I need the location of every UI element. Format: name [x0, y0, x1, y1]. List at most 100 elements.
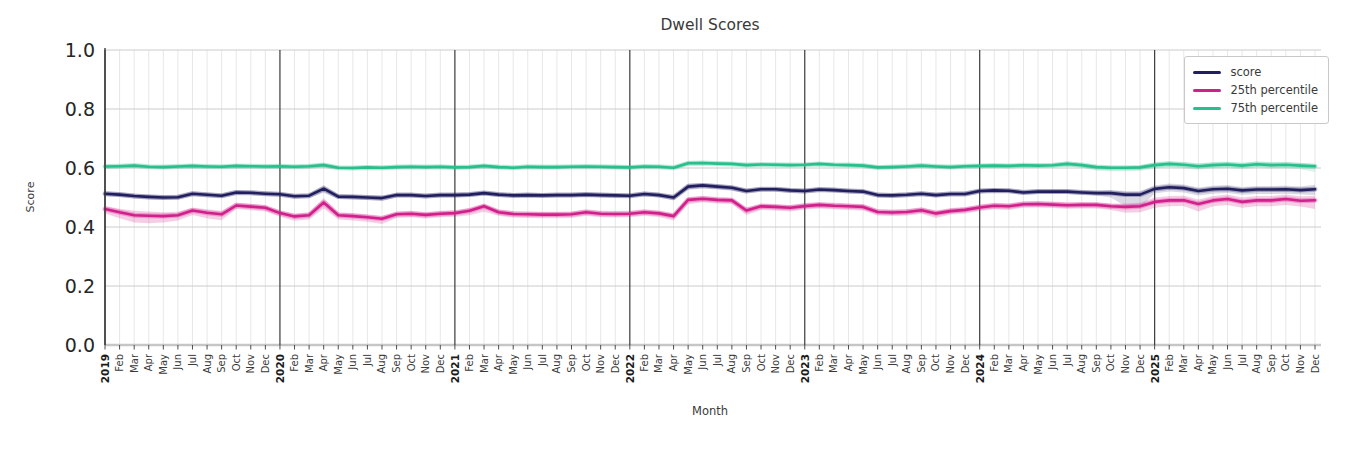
- legend-label: 75th percentile: [1230, 101, 1318, 115]
- x-tick-label-month: Mar: [479, 353, 490, 373]
- x-tick-label-month: Oct: [930, 354, 941, 371]
- x-tick-label-month: Nov: [245, 354, 256, 374]
- x-tick-label-month: Feb: [114, 354, 125, 372]
- x-tick-label-month: Dec: [960, 354, 971, 373]
- x-tick-label-month: Oct: [1105, 354, 1116, 371]
- legend-item-score: score: [1193, 63, 1318, 81]
- x-tick-label-month: Mar: [304, 353, 315, 373]
- legend-label: score: [1230, 65, 1261, 79]
- x-tick-label-month: Jul: [1062, 354, 1073, 367]
- x-tick-label-month: Feb: [639, 354, 650, 372]
- x-tick-label-month: May: [1033, 354, 1044, 375]
- x-tick-label-year: 2021: [449, 354, 461, 383]
- x-tick-label-month: Mar: [129, 353, 140, 373]
- x-tick-label-month: Nov: [1295, 354, 1306, 374]
- x-tick-label-month: May: [158, 354, 169, 375]
- legend-line-swatch-score: [1193, 71, 1221, 74]
- x-axis-label: Month: [105, 404, 1315, 418]
- dwell-scores-figure: 0.00.20.40.60.81.02019FebMarAprMayJunJul…: [0, 0, 1350, 450]
- x-tick-label-month: Aug: [551, 354, 562, 374]
- x-tick-label-month: Apr: [1193, 353, 1204, 371]
- x-tick-label-year: 2020: [274, 354, 286, 383]
- x-tick-label-month: Oct: [1280, 354, 1291, 371]
- y-tick-label: 0.8: [65, 98, 95, 120]
- x-tick-label-month: Aug: [1251, 354, 1262, 374]
- x-tick-label-month: Feb: [289, 354, 300, 372]
- x-tick-label-month: Aug: [202, 354, 213, 374]
- x-tick-label-month: Sep: [566, 354, 577, 373]
- x-tick-label-month: Feb: [989, 354, 1000, 372]
- x-tick-label-month: Jul: [712, 354, 723, 367]
- line-chart-canvas: 0.00.20.40.60.81.02019FebMarAprMayJunJul…: [0, 0, 1350, 450]
- x-tick-label-year: 2022: [624, 354, 636, 383]
- y-tick-label: 0.0: [65, 334, 95, 356]
- x-tick-label-month: Aug: [726, 354, 737, 374]
- y-tick-label: 1.0: [65, 39, 95, 61]
- x-tick-label-year: 2024: [974, 354, 986, 383]
- x-tick-label-month: Jun: [522, 354, 533, 371]
- x-tick-label-month: Dec: [1310, 354, 1321, 373]
- y-tick-label: 0.2: [65, 275, 95, 297]
- x-tick-label-month: May: [508, 354, 519, 375]
- x-tick-label-month: Jun: [1222, 354, 1233, 371]
- x-tick-label-year: 2025: [1149, 354, 1161, 383]
- x-tick-label-month: Feb: [1164, 354, 1175, 372]
- x-tick-label-month: Nov: [420, 354, 431, 374]
- x-tick-label-month: Nov: [595, 354, 606, 374]
- x-tick-label-month: Sep: [1091, 354, 1102, 373]
- x-tick-label-month: Apr: [843, 353, 854, 371]
- x-tick-label-month: Jul: [362, 354, 373, 367]
- x-tick-label-month: May: [333, 354, 344, 375]
- x-tick-label-month: Nov: [1120, 354, 1131, 374]
- x-tick-label-month: Sep: [1266, 354, 1277, 373]
- y-tick-label: 0.4: [65, 216, 95, 238]
- legend-line-swatch-75th: [1193, 107, 1221, 110]
- x-tick-label-month: May: [1207, 354, 1218, 375]
- x-tick-label-month: Apr: [318, 353, 329, 371]
- x-tick-label-month: Apr: [1018, 353, 1029, 371]
- x-tick-label-month: Apr: [143, 353, 154, 371]
- x-tick-label-month: Jul: [537, 354, 548, 367]
- x-tick-label-month: Apr: [493, 353, 504, 371]
- x-tick-label-month: Oct: [406, 354, 417, 371]
- x-tick-label-month: Mar: [653, 353, 664, 373]
- x-tick-label-month: Jun: [697, 354, 708, 371]
- x-tick-label-month: May: [683, 354, 694, 375]
- legend-line-swatch-25th: [1193, 89, 1221, 92]
- legend: score 25th percentile 75th percentile: [1184, 56, 1329, 124]
- x-tick-label-month: Jun: [872, 354, 883, 371]
- x-tick-label-month: Dec: [610, 354, 621, 373]
- x-tick-label-month: Aug: [1076, 354, 1087, 374]
- x-tick-label-year: 2023: [799, 354, 811, 383]
- x-tick-label-month: Oct: [581, 354, 592, 371]
- x-tick-label-month: Mar: [828, 353, 839, 373]
- x-tick-label-month: Dec: [785, 354, 796, 373]
- legend-label: 25th percentile: [1230, 83, 1318, 97]
- x-tick-label-month: Apr: [668, 353, 679, 371]
- x-tick-label-month: Aug: [901, 354, 912, 374]
- x-tick-label-month: Jun: [1047, 354, 1058, 371]
- x-tick-label-month: Jul: [187, 354, 198, 367]
- x-tick-label-month: Nov: [770, 354, 781, 374]
- x-tick-label-month: Dec: [435, 354, 446, 373]
- chart-title: Dwell Scores: [105, 16, 1315, 34]
- x-tick-label-month: Nov: [945, 354, 956, 374]
- x-tick-label-month: Jul: [887, 354, 898, 367]
- legend-item-25th-percentile: 25th percentile: [1193, 81, 1318, 99]
- x-tick-label-month: Sep: [391, 354, 402, 373]
- x-tick-label-month: Feb: [814, 354, 825, 372]
- x-tick-label-month: Jun: [347, 354, 358, 371]
- y-tick-label: 0.6: [65, 157, 95, 179]
- x-tick-label-month: Mar: [1178, 353, 1189, 373]
- x-tick-label-month: Jul: [1237, 354, 1248, 367]
- x-tick-label-month: Sep: [216, 354, 227, 373]
- x-tick-label-month: Dec: [1135, 354, 1146, 373]
- x-tick-label-month: Mar: [1003, 353, 1014, 373]
- legend-item-75th-percentile: 75th percentile: [1193, 99, 1318, 117]
- x-tick-label-month: Dec: [260, 354, 271, 373]
- y-axis-label: Score: [24, 182, 37, 213]
- x-tick-label-month: May: [858, 354, 869, 375]
- x-tick-label-month: Feb: [464, 354, 475, 372]
- x-tick-label-month: Aug: [376, 354, 387, 374]
- x-tick-label-month: Jun: [172, 354, 183, 371]
